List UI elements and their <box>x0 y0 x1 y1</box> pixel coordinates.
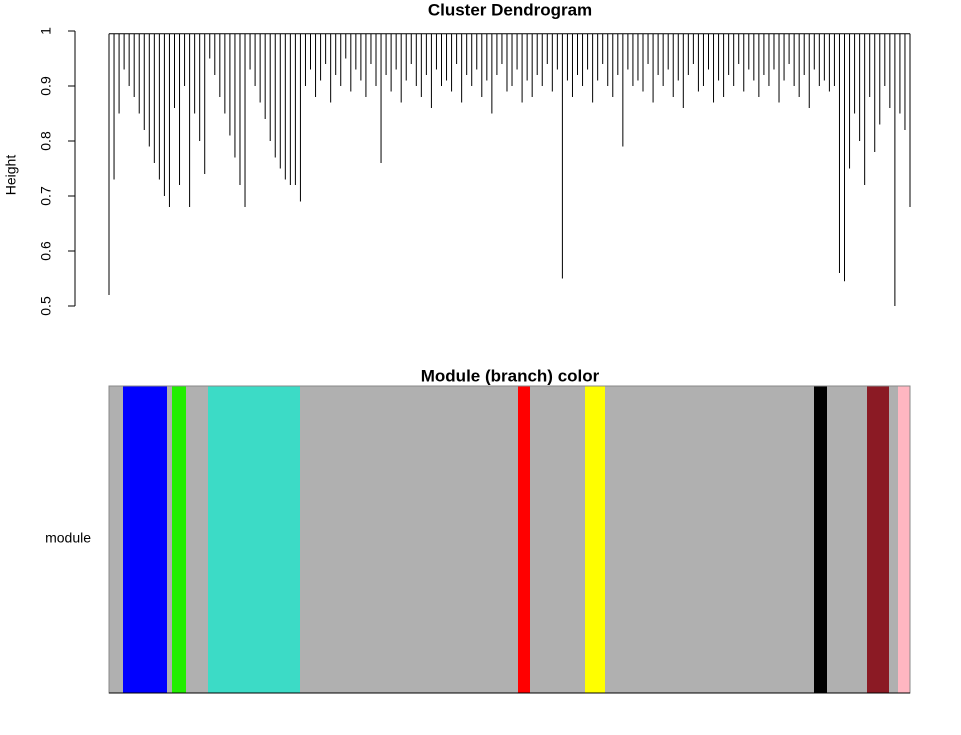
module-segment <box>172 386 187 693</box>
row-label: module <box>45 530 91 546</box>
module-segment <box>167 386 173 693</box>
module-segment <box>300 386 519 693</box>
module-segment <box>898 386 911 693</box>
module-segment <box>585 386 606 693</box>
module-segment <box>827 386 868 693</box>
chart-title: Cluster Dendrogram <box>428 0 592 19</box>
y-tick-label: 0.5 <box>38 296 54 316</box>
module-segment <box>208 386 301 693</box>
y-axis-label: Height <box>3 155 19 196</box>
module-segment <box>814 386 828 693</box>
module-segment <box>889 386 899 693</box>
y-tick-label: 0.6 <box>38 241 54 261</box>
module-segment <box>530 386 586 693</box>
y-tick-label: 0.8 <box>38 131 54 151</box>
module-segment <box>605 386 815 693</box>
y-tick-label: 0.7 <box>38 186 54 206</box>
y-tick-label: 1 <box>38 27 54 35</box>
chart-title: Module (branch) color <box>421 366 600 385</box>
module-segment <box>867 386 890 693</box>
module-segment <box>518 386 531 693</box>
module-segment <box>123 386 168 693</box>
y-tick-label: 0.9 <box>38 76 54 96</box>
module-segment <box>109 386 124 693</box>
module-segment <box>186 386 209 693</box>
